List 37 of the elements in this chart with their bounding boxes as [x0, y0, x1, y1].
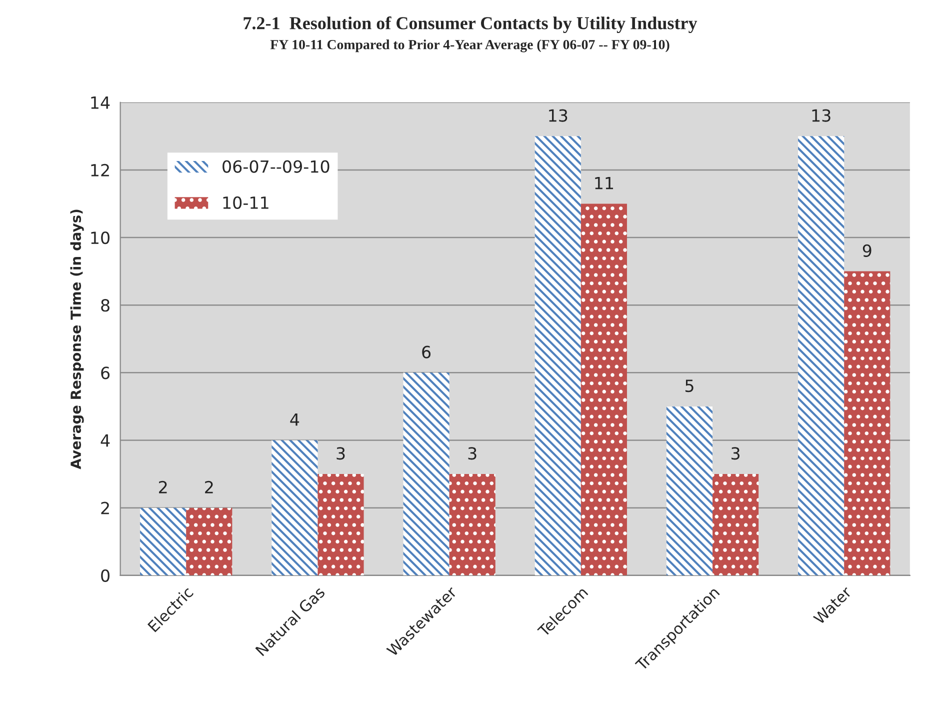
chart-subtitle: FY 10-11 Compared to Prior 4-Year Average (FY 06-07 -- FY 09-10) — [270, 40, 670, 52]
bar — [712, 474, 759, 576]
y-tick-label: 8 — [101, 299, 110, 312]
y-tick-label: 0 — [101, 569, 110, 582]
data-label: 9 — [862, 244, 872, 257]
data-label: 3 — [468, 447, 476, 460]
data-label: 13 — [812, 109, 830, 122]
legend-label: 06-07--09-10 — [222, 160, 330, 173]
data-label: 2 — [205, 480, 213, 494]
y-tick-label: 10 — [91, 231, 110, 244]
data-label: 5 — [685, 380, 694, 392]
data-label: 3 — [732, 447, 740, 460]
bar — [403, 372, 450, 576]
data-label: 4 — [290, 414, 300, 426]
bar — [272, 440, 318, 576]
y-tick-label: 2 — [101, 502, 109, 514]
data-label: 11 — [595, 177, 614, 190]
y-tick-label: 6 — [101, 366, 110, 380]
chart-title: 7.2-1 Resolution of Consumer Contacts by Utility Industry — [244, 16, 698, 34]
y-tick-label: 4 — [100, 434, 110, 447]
bar — [449, 474, 496, 576]
data-label: 3 — [336, 447, 345, 460]
bar — [140, 508, 186, 576]
bar — [666, 406, 713, 576]
legend-label: 10-11 — [223, 196, 268, 209]
bar — [186, 508, 232, 576]
bar — [844, 271, 890, 576]
y-axis-title: Average Response Time (in days) — [70, 210, 84, 470]
y-tick-label: 14 — [91, 96, 110, 109]
bar — [580, 204, 627, 576]
data-label: 13 — [549, 109, 568, 122]
y-tick-label: 12 — [91, 164, 109, 176]
data-label: 6 — [422, 346, 431, 358]
bar — [318, 474, 364, 576]
bar — [798, 136, 844, 576]
data-label: 2 — [159, 480, 167, 494]
bar — [534, 136, 581, 576]
